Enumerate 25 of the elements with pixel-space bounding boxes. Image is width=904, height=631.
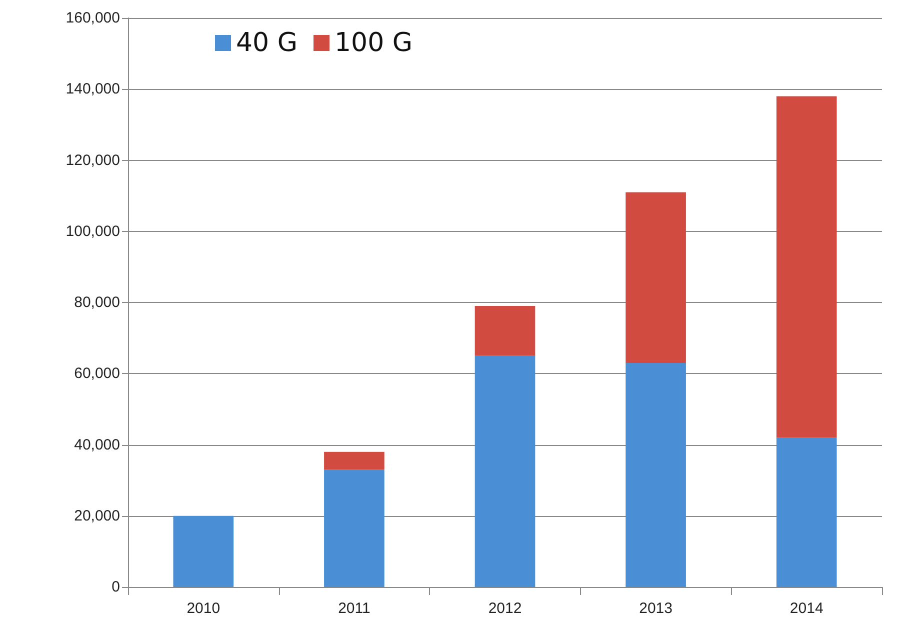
x-tick-label: 2014 bbox=[790, 600, 824, 617]
legend-label: 100 G bbox=[334, 28, 413, 58]
x-tick-label: 2012 bbox=[488, 600, 522, 617]
legend-label: 40 G bbox=[236, 28, 298, 58]
bar bbox=[324, 470, 384, 587]
bar bbox=[474, 306, 536, 356]
y-tick-label: 80,000 bbox=[74, 294, 120, 311]
bar bbox=[626, 362, 686, 587]
x-tick-label: 2011 bbox=[338, 600, 370, 617]
y-tick-label: 120,000 bbox=[66, 152, 120, 169]
y-tick-label: 160,000 bbox=[66, 10, 120, 26]
y-tick-label: 60,000 bbox=[74, 365, 120, 382]
y-tick-label: 40,000 bbox=[74, 436, 120, 454]
bar bbox=[626, 192, 686, 363]
y-tick-label: 0 bbox=[112, 578, 120, 596]
y-tick-label: 20,000 bbox=[74, 507, 120, 524]
bar bbox=[776, 438, 837, 587]
x-tick-label: 2010 bbox=[186, 600, 220, 617]
y-tick-label: 140,000 bbox=[66, 80, 120, 98]
bar bbox=[173, 516, 234, 587]
y-tick-label: 100,000 bbox=[66, 222, 120, 240]
bar bbox=[324, 452, 384, 470]
bar bbox=[474, 356, 536, 587]
x-tick-label: 2013 bbox=[639, 600, 672, 617]
bar bbox=[776, 96, 837, 438]
